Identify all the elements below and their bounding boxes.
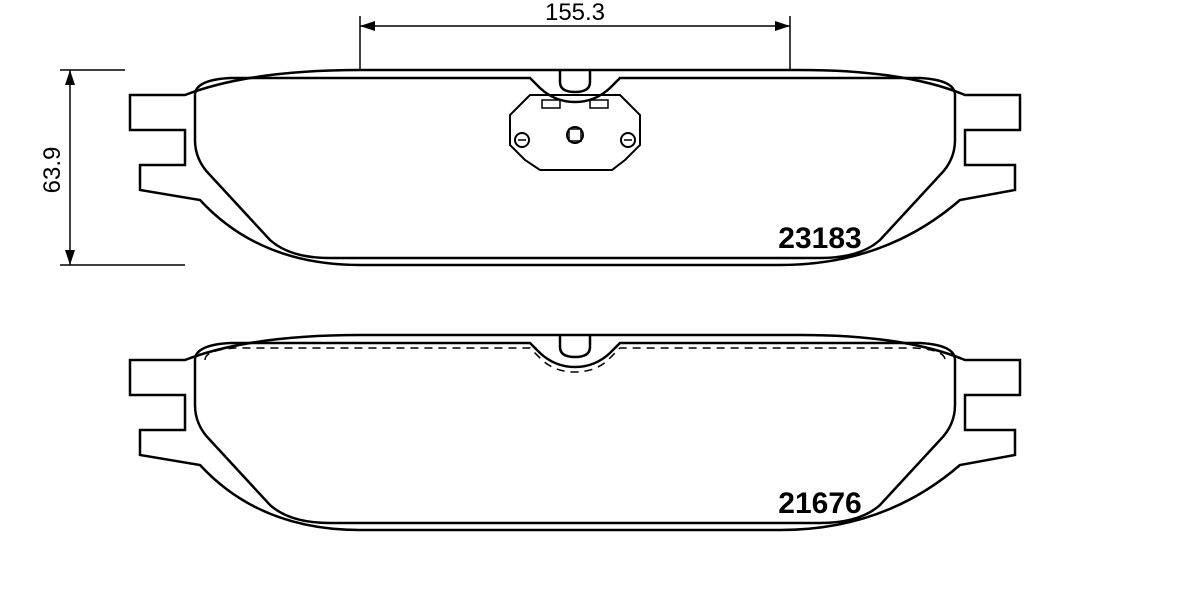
sensor-clip xyxy=(510,70,640,170)
height-dimension xyxy=(60,70,185,265)
brake-pad-bottom xyxy=(130,335,1020,530)
height-dimension-label: 63.9 xyxy=(39,147,66,194)
part-number-top: 23183 xyxy=(778,222,861,255)
part-number-bottom: 21676 xyxy=(778,487,861,520)
brake-pad-top xyxy=(130,70,1020,265)
width-dimension-label: 155.3 xyxy=(545,0,605,26)
technical-drawing: 155.3 63.9 23183 21676 xyxy=(0,0,1200,600)
